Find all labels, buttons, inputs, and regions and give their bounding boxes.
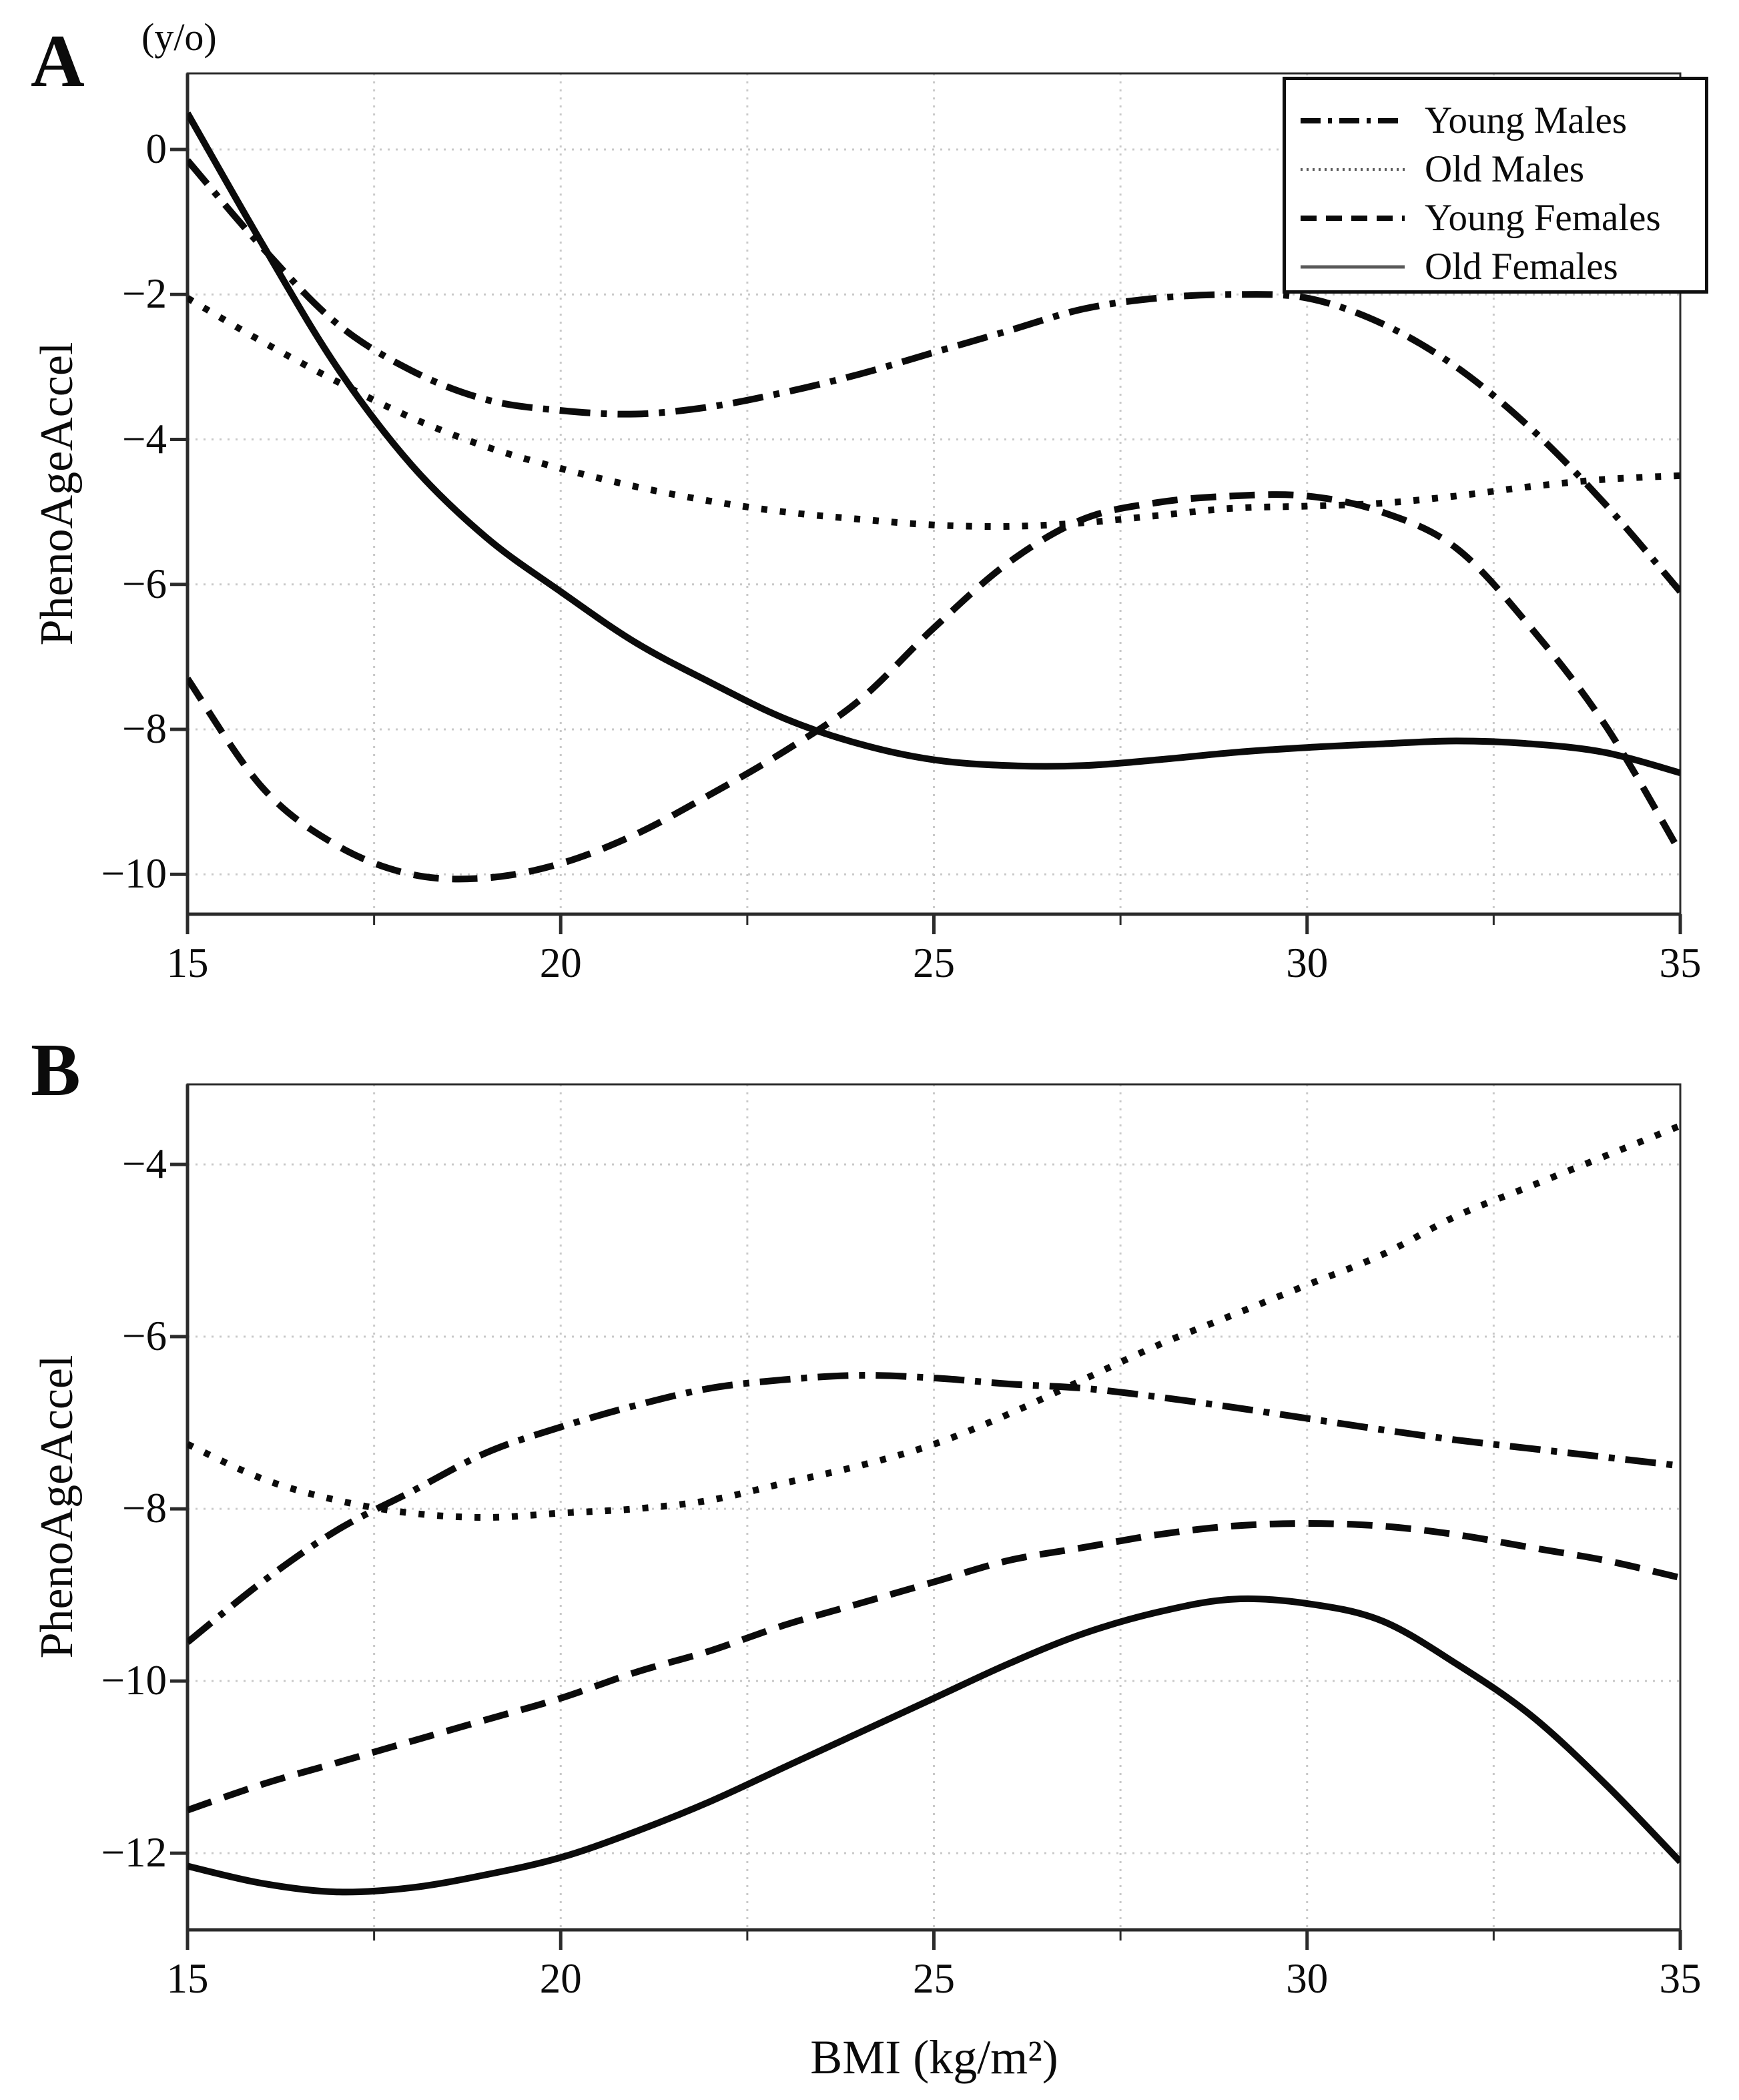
x-tick-label-B: 25 bbox=[913, 1955, 955, 2002]
y-tick-label-B: −10 bbox=[101, 1657, 167, 1704]
chart-panel-B bbox=[170, 1083, 1682, 1950]
legend-item-young-females: Young Females bbox=[1299, 194, 1698, 242]
curves-B bbox=[188, 1122, 1680, 1896]
legend-line-sample-thinsolid bbox=[1301, 265, 1405, 268]
y-tick-label-A: 0 bbox=[145, 125, 167, 173]
gridlines-A bbox=[188, 73, 1680, 914]
y-tick-label-A: −6 bbox=[121, 560, 167, 607]
x-tick-label-B: 35 bbox=[1659, 1955, 1702, 2002]
legend-label: Young Females bbox=[1425, 197, 1661, 239]
curve-young-males-A bbox=[188, 158, 1680, 594]
ticks-A bbox=[170, 147, 1682, 934]
panel-b-label: B bbox=[31, 1029, 81, 1112]
plot-border-B bbox=[186, 1083, 1682, 1931]
y-tick-label-B: −4 bbox=[121, 1140, 167, 1187]
x-tick-label-A: 15 bbox=[166, 940, 209, 986]
curve-old-males-B bbox=[188, 1122, 1680, 1521]
curve-old-females-A bbox=[188, 111, 1680, 777]
curve-young-males-B bbox=[188, 1372, 1680, 1645]
ticks-B bbox=[170, 1162, 1682, 1950]
legend-item-old-females: Old Females bbox=[1299, 242, 1698, 291]
y-tick-label-B: −8 bbox=[121, 1485, 167, 1532]
legend-item-young-males: Young Males bbox=[1299, 96, 1698, 145]
curve-old-males-A bbox=[188, 295, 1680, 531]
x-tick-label-B: 20 bbox=[539, 1955, 582, 2002]
y-tick-label-A: −4 bbox=[121, 415, 167, 462]
legend: Young Males Old Males Young Females Old Fem… bbox=[1283, 77, 1708, 294]
curve-old-females-B bbox=[188, 1595, 1680, 1896]
legend-label: Old Females bbox=[1425, 246, 1618, 288]
curve-young-females-A bbox=[188, 491, 1680, 883]
x-axis-title: BMI (kg/m²) bbox=[810, 2031, 1058, 2084]
x-tick-label-B: 30 bbox=[1286, 1955, 1329, 2002]
x-tick-label-A: 20 bbox=[539, 940, 582, 986]
x-tick-label-A: 30 bbox=[1286, 940, 1329, 986]
curves-A bbox=[188, 111, 1680, 883]
y-tick-label-B: −12 bbox=[101, 1829, 167, 1876]
y-tick-label-A: −10 bbox=[101, 850, 167, 898]
x-tick-label-B: 15 bbox=[166, 1955, 209, 2002]
legend-item-old-males: Old Males bbox=[1299, 145, 1698, 194]
y-tick-label-B: −6 bbox=[121, 1313, 167, 1360]
curve-young-females-B bbox=[188, 1519, 1680, 1814]
legend-line-sample-dashed bbox=[1301, 215, 1405, 221]
legend-line-sample-dashdot bbox=[1301, 117, 1405, 123]
gridlines-B bbox=[188, 1084, 1680, 1930]
y-tick-label-A: −2 bbox=[121, 270, 167, 318]
x-tick-label-A: 25 bbox=[913, 940, 955, 986]
legend-label: Young Males bbox=[1425, 99, 1628, 141]
panel-a-label: A bbox=[31, 20, 85, 103]
y-tick-label-A: −8 bbox=[121, 705, 167, 753]
chart-panel-A bbox=[170, 72, 1682, 934]
legend-line-sample-finedot bbox=[1301, 167, 1405, 171]
legend-label: Old Males bbox=[1425, 148, 1585, 190]
x-tick-label-A: 35 bbox=[1659, 940, 1702, 986]
y-axis-unit-label: (y/o) bbox=[141, 15, 217, 59]
